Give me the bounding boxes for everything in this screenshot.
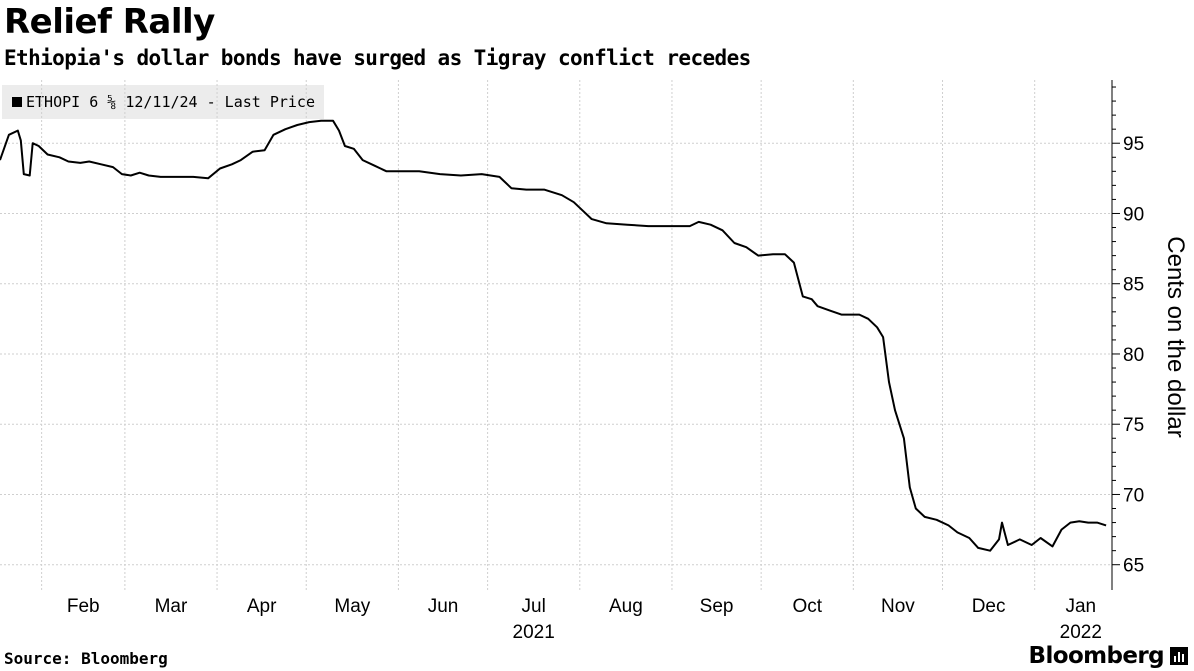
- x-tick-label: Jun: [428, 596, 459, 617]
- axis: [1111, 80, 1120, 590]
- bloomberg-terminal-icon: [1170, 647, 1188, 665]
- y-tick-label: 80: [1123, 345, 1144, 366]
- series-line-0: [0, 119, 1107, 552]
- brand-logo: Bloomberg: [1028, 643, 1165, 669]
- x-tick-label: Mar: [155, 596, 188, 617]
- x-tick-label: Jan: [1065, 596, 1096, 617]
- x-tick-label: Sep: [700, 596, 734, 617]
- x-tick-label: Oct: [792, 596, 822, 617]
- x-tick-label: Jul: [522, 596, 546, 617]
- series-lines: [0, 119, 1107, 552]
- y-tick-label: 90: [1123, 204, 1144, 225]
- y-tick-label: 70: [1123, 485, 1144, 506]
- x-tick-label: Dec: [972, 596, 1006, 617]
- x-tick-label: Aug: [609, 596, 643, 617]
- x-tick-label: Nov: [881, 596, 915, 617]
- x-tick-label: May: [334, 596, 370, 617]
- legend-label: ETHOPI 6 ⅝ 12/11/24 - Last Price: [26, 93, 315, 111]
- legend: ETHOPI 6 ⅝ 12/11/24 - Last Price: [2, 85, 324, 119]
- x-tick-label: Apr: [247, 596, 277, 617]
- axis-labels: 65 70 75 80 85 90 95 Feb Mar Apr May Jun Jul Aug Sep Oc…: [67, 134, 1189, 643]
- y-axis-title: Cents on the dollar: [1162, 236, 1189, 437]
- y-tick-label: 95: [1123, 134, 1144, 155]
- x-year-label: 2021: [513, 622, 555, 643]
- y-tick-label: 75: [1123, 415, 1144, 436]
- x-year-label: 2022: [1060, 622, 1102, 643]
- legend-swatch: [12, 97, 22, 107]
- grid: [0, 80, 1112, 590]
- x-tick-label: Feb: [67, 596, 100, 617]
- source-note: Source: Bloomberg: [4, 649, 168, 668]
- chart-title: Relief Rally: [4, 2, 215, 42]
- chart-subtitle: Ethiopia's dollar bonds have surged as T…: [4, 46, 751, 70]
- y-tick-label: 85: [1123, 275, 1144, 296]
- y-tick-label: 65: [1123, 556, 1144, 577]
